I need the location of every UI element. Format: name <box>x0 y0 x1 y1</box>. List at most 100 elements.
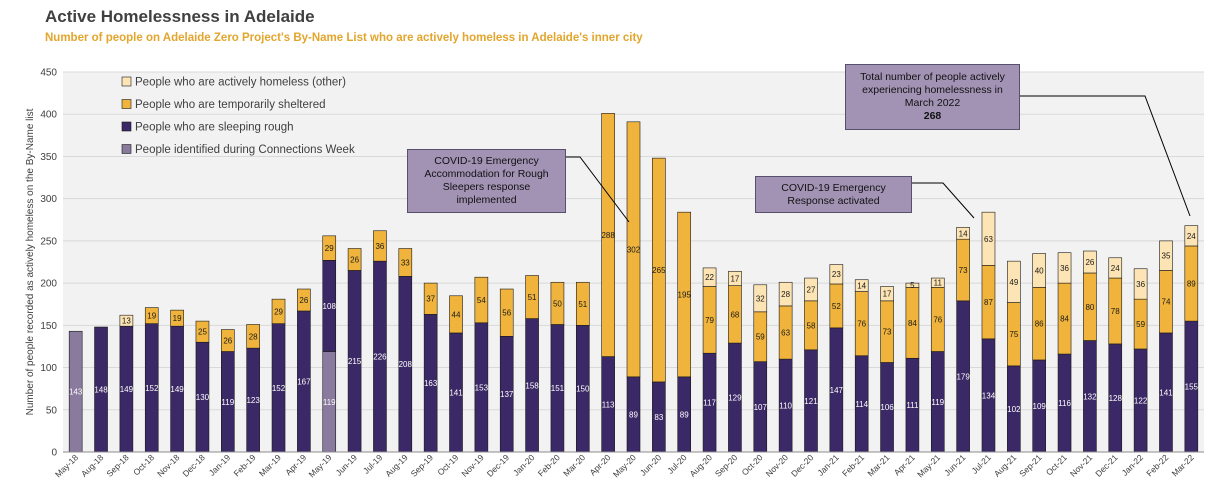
x-tick-label: May-21 <box>915 452 942 479</box>
data-label: 143 <box>69 388 83 397</box>
data-label: 36 <box>1060 264 1069 273</box>
data-label: 149 <box>170 385 184 394</box>
legend-label-sleeping-rough: People who are sleeping rough <box>135 122 294 134</box>
data-label: 137 <box>500 390 514 399</box>
data-label: 59 <box>756 333 765 342</box>
x-tick-label: Nov-18 <box>155 452 182 479</box>
data-label: 51 <box>578 300 587 309</box>
bar-segment-other <box>1159 240 1173 271</box>
data-label: 106 <box>880 403 894 412</box>
data-label: 288 <box>601 231 615 240</box>
bars <box>68 113 1199 453</box>
data-label: 208 <box>399 360 413 369</box>
data-label: 59 <box>1136 320 1145 329</box>
bar-segment-temporarily-sheltered <box>677 211 692 378</box>
y-tick-label: 400 <box>40 110 57 121</box>
x-tick-label: Sep-20 <box>713 452 740 479</box>
bar-segment-other <box>778 281 793 307</box>
bar-segment-temporarily-sheltered <box>652 157 666 383</box>
data-label: 147 <box>830 386 844 395</box>
legend-swatch-other <box>121 76 132 87</box>
annotation-leaders <box>566 95 1191 223</box>
data-label: 116 <box>1058 399 1071 408</box>
data-labels: 143 148 149 13 152 19 149 19 130 25 119 26 123 28 152 2… <box>69 229 1199 422</box>
y-tick-label: 50 <box>46 405 58 416</box>
bar-segment-other <box>1108 257 1123 279</box>
x-tick-label: Oct-19 <box>435 452 460 477</box>
data-label: 14 <box>857 282 866 291</box>
note-total-march-2022: Total number of people actively experien… <box>845 64 1020 130</box>
data-label: 128 <box>1109 394 1123 403</box>
data-label: 51 <box>528 293 537 302</box>
x-tick-label: Oct-21 <box>1044 452 1069 477</box>
y-tick-label: 300 <box>40 194 57 205</box>
data-label: 109 <box>1033 402 1047 411</box>
bar-segment-temporarily-sheltered <box>423 282 438 315</box>
bar-segment-temporarily-sheltered <box>322 235 337 261</box>
data-label: 167 <box>297 377 311 386</box>
data-label: 152 <box>145 384 159 393</box>
legend-label-other: People who are actively homeless (other) <box>135 77 346 89</box>
y-tick-label: 250 <box>40 236 57 247</box>
x-tick-label: Feb-21 <box>840 452 866 478</box>
data-label: 215 <box>348 357 362 366</box>
data-label: 19 <box>147 312 156 321</box>
bar-segment-other <box>854 279 869 292</box>
data-label: 119 <box>221 398 234 407</box>
x-tick-label: May-19 <box>307 452 334 479</box>
x-tick-label: Sep-19 <box>409 452 436 479</box>
bar-segment-other <box>956 227 970 240</box>
data-label: 302 <box>627 245 641 254</box>
data-label: 74 <box>1162 298 1171 307</box>
bar-segment-temporarily-sheltered <box>271 298 286 324</box>
data-label: 58 <box>807 321 816 330</box>
data-label: 148 <box>94 386 108 395</box>
bar-segment-temporarily-sheltered <box>221 329 235 352</box>
x-tick-label: Aug-21 <box>992 452 1019 479</box>
data-label: 52 <box>832 302 841 311</box>
bar-segment-temporarily-sheltered <box>601 113 615 357</box>
x-tick-label: Mar-19 <box>257 452 283 478</box>
y-tick-label: 150 <box>40 321 57 332</box>
data-label: 130 <box>196 393 210 402</box>
data-label: 17 <box>730 274 739 283</box>
data-label: 26 <box>299 296 308 305</box>
bar-segment-temporarily-sheltered <box>195 320 210 343</box>
bar-segment-other <box>1032 253 1046 288</box>
bar-segment-other <box>829 264 844 285</box>
note-covid-accommodation: COVID-19 Emergency Accommodation for Rou… <box>407 149 566 213</box>
bar-segment-other <box>1133 268 1148 300</box>
bar-segment-other <box>905 282 920 288</box>
data-label: 108 <box>323 302 337 311</box>
x-tick-label: Aug-18 <box>79 452 106 479</box>
data-label: 28 <box>781 290 790 299</box>
x-tick-label: Sep-18 <box>104 452 131 479</box>
data-label: 79 <box>705 316 714 325</box>
data-label: 89 <box>1187 280 1196 289</box>
x-tick-label: Dec-21 <box>1093 452 1120 479</box>
data-label: 121 <box>804 397 818 406</box>
x-tick-label: Apr-21 <box>892 452 917 477</box>
data-label: 163 <box>424 379 438 388</box>
data-label: 22 <box>705 273 714 282</box>
data-label: 83 <box>654 413 663 422</box>
x-tick-label: Apr-20 <box>587 452 612 477</box>
y-axis-ticks: 0 50 100 150 200 250 300 350 400 450 <box>40 68 57 459</box>
data-label: 153 <box>475 383 489 392</box>
data-label: 89 <box>629 410 638 419</box>
data-label: 89 <box>680 410 689 419</box>
data-label: 40 <box>1035 266 1044 275</box>
x-tick-label: Feb-19 <box>231 452 257 478</box>
data-label: 76 <box>933 315 942 324</box>
data-label: 19 <box>173 314 182 323</box>
data-label: 76 <box>857 320 866 329</box>
data-label: 265 <box>652 266 666 275</box>
leader-total <box>1020 95 1191 217</box>
bar-segment-other <box>753 284 768 313</box>
data-label: 13 <box>122 317 131 326</box>
x-tick-label: Jan-22 <box>1120 452 1146 478</box>
bar-segment-other <box>981 211 996 266</box>
data-label: 80 <box>1085 303 1094 312</box>
x-tick-label: Mar-21 <box>865 452 891 478</box>
